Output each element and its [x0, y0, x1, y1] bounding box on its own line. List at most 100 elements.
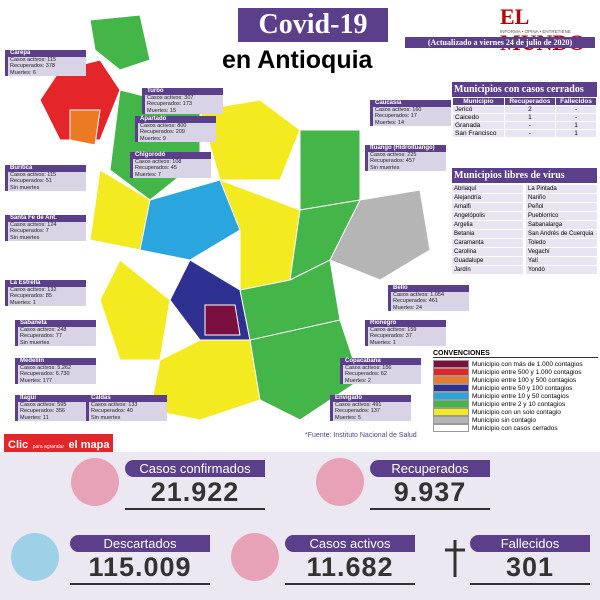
cell: - — [503, 129, 557, 138]
callout: Santa Fe de Ant. Casos activos: 124 Recupe… — [5, 215, 86, 241]
legend-swatch — [433, 416, 469, 424]
stat-label: Recuperados — [370, 460, 490, 477]
legend-title: CONVENCIONES — [433, 350, 598, 358]
free-item: Yalí — [526, 257, 597, 266]
legend-swatch — [433, 360, 469, 368]
map — [39, 14, 431, 421]
callout: Rionegro Casos activos: 159 Recuperados: 3… — [365, 320, 446, 346]
callout-line: Recuperados: 137 — [335, 408, 380, 414]
cell: Caicedo — [452, 113, 505, 122]
cell: Granada — [452, 121, 505, 130]
cell: San Francisco — [452, 129, 505, 138]
header-row: Municipio Recuperados Fallecidos — [452, 97, 597, 106]
legend-item: Municipio entre 500 y 1.000 contagios — [433, 368, 598, 376]
callout-line: Muertes: 7 — [135, 171, 161, 178]
closed-panel: Municipios con casos cerrados Municipio R… — [452, 82, 597, 138]
callout: Copacabana Casos activos: 156 Recuperados:… — [340, 358, 421, 384]
cell: - — [555, 113, 597, 122]
stat-value: 21.922 — [125, 477, 265, 510]
row: San Francisco -1 — [452, 129, 597, 138]
free-item: San Andrés de Cuerquia — [526, 230, 597, 239]
stat: Fallecidos 301 — [470, 535, 590, 585]
callout-line: Casos activos: 124 — [10, 221, 57, 228]
legend-label: Municipio entre 100 y 500 contagios — [472, 376, 577, 384]
stat-value: 9.937 — [370, 477, 490, 510]
callout-name: Medellín — [18, 358, 96, 365]
callout: Bello Casos activos: 1.054 Recuperados: 46… — [388, 285, 469, 311]
callout-line: Recuperados: 77 — [20, 333, 62, 339]
click-small: para agrandar — [32, 444, 65, 450]
callout-name: Caldas — [89, 395, 167, 402]
updated: (Actualizado a viernes 24 de julio de 20… — [405, 37, 595, 48]
click-map[interactable]: Clic para agrandar el mapa — [4, 434, 114, 454]
callout-line: Sin muertes — [10, 184, 40, 191]
stat: Casos confirmados 21.922 — [125, 460, 265, 510]
legend-label: Municipio con un solo contagio — [472, 408, 561, 416]
legend-swatch — [433, 376, 469, 384]
legend-label: Municipio con casos cerrados — [472, 424, 558, 432]
stat-value: 11.682 — [285, 552, 415, 585]
callout-line: Sin muertes — [10, 234, 40, 241]
row: Granada -1 — [452, 121, 597, 130]
row: Jericó 2- — [452, 105, 597, 114]
cell: 1 — [555, 121, 597, 130]
legend-swatch — [433, 424, 469, 432]
free-item: Carolina — [452, 248, 523, 257]
callout-line: Casos activos: 132 — [10, 286, 57, 293]
callout-line: Muertes: 177 — [20, 377, 53, 384]
callout-line: Sin muertes — [20, 339, 50, 346]
free-col: La Pintada Nariño Peñol Pueblorrico Sabanala… — [526, 185, 597, 275]
free-panel: Municipios libres de virus Abriaquí Aleja… — [452, 168, 597, 275]
stat: Recuperados 9.937 — [370, 460, 490, 510]
callout-line: Recuperados: 51 — [10, 178, 52, 184]
closed-table: Municipio Recuperados Fallecidos Jericó 2- Ca… — [452, 97, 597, 138]
callout-line: Muertes: 1 — [370, 339, 396, 346]
free-item: La Pintada — [526, 185, 597, 194]
free-item: Amalfi — [452, 203, 523, 212]
stats-icons — [11, 458, 465, 581]
callout-line: Casos activos: 1.054 — [393, 291, 445, 298]
callout: Chigorodó Casos activos: 108 Recuperados: … — [130, 152, 211, 178]
callout-line: Recuperados: 37 — [370, 333, 412, 339]
callout-line: Muertes: 14 — [375, 119, 405, 126]
legend-label: Municipio sin contagio — [472, 416, 536, 424]
free-col: Abriaquí Alejandría Amalfi Angelópolis Argel… — [452, 185, 523, 275]
callout-line: Casos activos: 108 — [135, 158, 182, 165]
callout-name: Sabaneta — [18, 320, 96, 327]
cell: - — [503, 121, 557, 130]
callout-line: Casos activos: 248 — [20, 326, 67, 333]
legend-item: Municipio con un solo contagio — [433, 408, 598, 416]
stat-value: 301 — [470, 552, 590, 585]
callout-line: Recuperados: 209 — [140, 129, 185, 135]
callout: Apartadó Casos activos: 800 Recuperados: 2… — [135, 116, 216, 142]
callout: Medellín Casos activos: 5.262 Recuperados:… — [15, 358, 96, 384]
free-item: Nariño — [526, 194, 597, 203]
callout-line: Recuperados: 45 — [135, 165, 177, 171]
callout-line: Casos activos: 160 — [375, 106, 422, 113]
callout: Turbo Casos activos: 307 Recuperados: 173 M… — [142, 88, 223, 114]
row: Caicedo 1- — [452, 113, 597, 122]
free-item: Pueblorrico — [526, 212, 597, 221]
source: *Fuente: Instituto Nacional de Salud — [305, 432, 417, 439]
callout-line: Recuperados: 6.730 — [20, 371, 70, 377]
cell: 1 — [503, 113, 557, 122]
callout-line: Muertes: 9 — [140, 135, 166, 142]
callout-line: Casos activos: 115 — [10, 56, 57, 63]
free-item: Jardín — [452, 266, 523, 275]
cell: 2 — [503, 105, 557, 114]
callout-name: Rionegro — [368, 320, 446, 327]
callout-name: Buriticá — [8, 165, 86, 172]
callout-name: Itagüí — [18, 395, 96, 402]
legend-swatch — [433, 408, 469, 416]
callout-line: Casos activos: 225 — [370, 151, 417, 158]
callout-line: Casos activos: 115 — [10, 171, 57, 178]
callout-line: Recuperados: 378 — [10, 63, 55, 69]
callout-line: Recuperados: 7 — [10, 228, 49, 234]
legend-label: Municipio entre 500 y 1.000 contagios — [472, 368, 582, 376]
legend-swatch — [433, 368, 469, 376]
legend-item: Municipio con más de 1.000 contagios — [433, 360, 598, 368]
callout: Caucasia Casos activos: 160 Recuperados: 1… — [370, 100, 451, 126]
cell: 1 — [555, 129, 597, 138]
callout-line: Casos activos: 159 — [370, 326, 417, 333]
